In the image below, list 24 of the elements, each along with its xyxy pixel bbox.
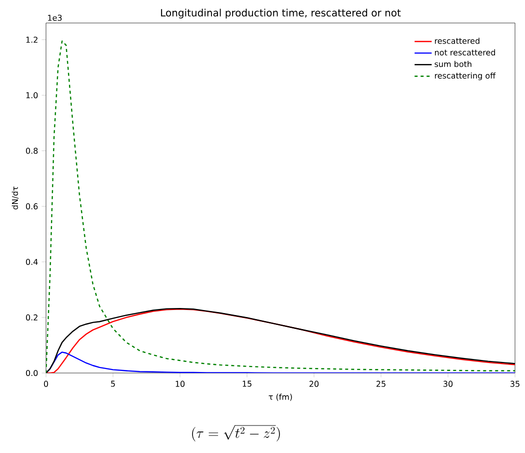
x-axis-title: τ (fm) <box>268 394 292 401</box>
legend-label: not rescattered <box>434 49 495 56</box>
x-tick-label: 25 <box>376 380 386 387</box>
text: $(\tau = \sqrt{t^2 - z^2})$ <box>192 425 280 442</box>
x-tick-label: 30 <box>444 380 453 387</box>
legend-label: rescattering off <box>434 72 496 80</box>
y-tick-label: 1.2 <box>26 36 38 43</box>
x-tick-label: 15 <box>242 380 252 387</box>
legend-label: sum both <box>434 60 472 68</box>
legend-label: rescattered <box>434 38 480 44</box>
y-tick-label: 0.8 <box>26 148 38 154</box>
x-tick-label: 0 <box>44 380 48 387</box>
x-tick-label: 10 <box>176 380 185 387</box>
y-tick-label: 0.6 <box>26 203 38 210</box>
y-tick-label: 0.4 <box>26 258 38 265</box>
y-tick-label: 1.0 <box>26 92 38 98</box>
x-tick-label: 35 <box>510 380 520 387</box>
text: 1e3 <box>48 14 62 21</box>
chart-title: Longitudinal production time, rescattered or not <box>161 8 401 18</box>
y-tick-label: 0.0 <box>26 370 38 376</box>
x-tick-label: 5 <box>111 380 115 387</box>
y-axis-title: dN/dτ <box>12 186 19 210</box>
y-tick-label: 0.2 <box>26 314 38 320</box>
x-tick-label: 20 <box>309 380 319 387</box>
